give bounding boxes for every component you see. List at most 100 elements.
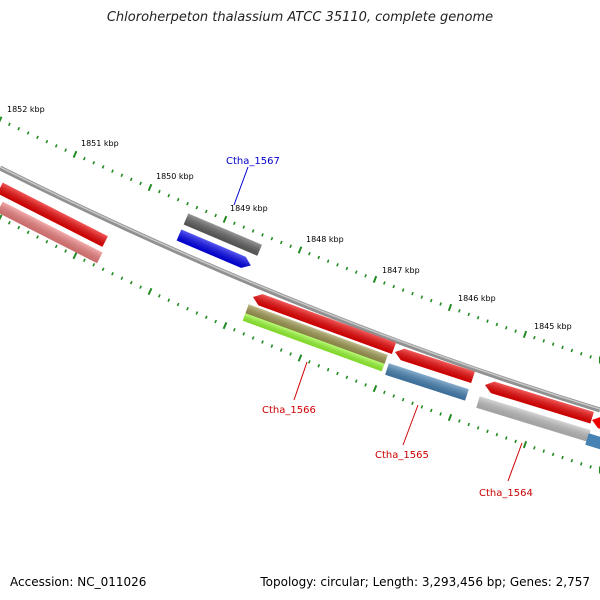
tick-mark	[326, 259, 330, 263]
tick-mark	[214, 319, 217, 324]
tick-mark	[279, 240, 283, 245]
tick-mark	[120, 173, 124, 177]
tick-mark	[26, 230, 30, 235]
feature-ctha-1565[interactable]	[385, 363, 469, 401]
leader-line-ctha-1565	[402, 404, 419, 446]
tick-mark	[129, 177, 133, 182]
tick-mark	[176, 302, 180, 307]
tick-mark	[504, 436, 508, 440]
map-title: Chloroherpeton thalassium ATCC 35110, co…	[106, 10, 494, 25]
feature-ctha-1567[interactable]	[176, 229, 253, 271]
tick-mark	[82, 258, 86, 262]
tick-mark	[157, 294, 161, 298]
tick-mark	[561, 455, 564, 460]
tick-mark	[522, 440, 528, 449]
tick-mark	[439, 302, 442, 306]
tick-mark	[336, 371, 339, 376]
tick-mark	[504, 326, 508, 330]
tick-mark	[289, 244, 292, 248]
tick-mark	[176, 197, 180, 202]
gene-label-ctha-1567[interactable]: Ctha_1567	[226, 156, 280, 167]
tick-mark	[486, 429, 489, 434]
inner-tick-ring	[0, 214, 600, 474]
tick-mark	[533, 335, 536, 340]
tick-mark	[447, 413, 453, 422]
tick-mark	[495, 322, 499, 327]
tick-mark	[514, 329, 517, 333]
tick-mark	[542, 339, 546, 343]
tick-mark	[411, 291, 414, 296]
leader-line-ctha-1566	[293, 361, 308, 401]
feature-cds-7[interactable]	[585, 433, 600, 454]
tick-mark	[214, 213, 217, 218]
tick-mark	[383, 281, 386, 285]
tick-mark	[429, 298, 433, 303]
tick-mark	[186, 201, 189, 206]
tick-mark	[147, 287, 153, 296]
tick-mark	[279, 348, 283, 352]
tick-mark	[458, 419, 461, 423]
kbp-label: 1846 kbp	[458, 294, 496, 303]
feature-cds-1[interactable]	[0, 182, 108, 247]
tick-mark	[372, 385, 378, 393]
tick-mark	[36, 135, 39, 140]
tick-mark	[242, 332, 246, 336]
tick-mark	[0, 116, 3, 123]
accession-text: Accession: NC_011026	[10, 575, 147, 589]
tick-mark	[579, 351, 583, 356]
tick-mark	[101, 165, 105, 169]
tick-mark	[129, 280, 133, 285]
tick-mark	[72, 252, 78, 260]
tick-mark	[308, 251, 311, 256]
feature-cds-3[interactable]	[251, 291, 397, 354]
tick-mark	[54, 144, 58, 148]
tick-mark	[336, 263, 339, 267]
feature-ctha-1566-olive[interactable]	[245, 304, 388, 365]
tick-mark	[364, 383, 367, 387]
tick-mark	[167, 298, 171, 302]
gene-label-ctha-1564[interactable]: Ctha_1564	[479, 488, 533, 499]
tick-mark	[195, 311, 199, 315]
outer-tick-ring	[0, 116, 600, 364]
leader-line-ctha-1567	[233, 166, 249, 206]
tick-mark	[589, 465, 592, 469]
tick-mark	[476, 315, 480, 320]
leader-line-ctha-1564	[507, 442, 523, 482]
gene-label-ctha-1565[interactable]: Ctha_1565	[375, 450, 429, 461]
feature-ctha-1566[interactable]	[242, 313, 385, 372]
feature-cds-4[interactable]	[393, 346, 475, 384]
tick-mark	[92, 262, 96, 267]
feature-ctha-1564[interactable]	[476, 396, 591, 442]
tick-mark	[420, 295, 424, 299]
tick-mark	[317, 364, 321, 368]
tick-mark	[167, 193, 171, 198]
tick-mark	[64, 148, 68, 152]
tick-mark	[570, 458, 574, 463]
tick-mark	[83, 156, 86, 161]
kbp-label: 1847 kbp	[382, 266, 420, 275]
kbp-label: 1851 kbp	[81, 139, 119, 148]
tick-mark	[26, 131, 30, 135]
kbp-label: 1850 kbp	[156, 172, 194, 181]
tick-mark	[147, 183, 153, 192]
kbp-labels: 1852 kbp 1851 kbp 1850 kbp 1849 kbp 1848…	[7, 105, 572, 331]
tick-mark	[204, 315, 208, 320]
tick-mark	[261, 340, 264, 344]
tick-mark	[242, 225, 246, 229]
tick-mark	[45, 139, 49, 144]
gene-label-ctha-1566[interactable]: Ctha_1566	[262, 405, 316, 416]
feature-cds-2[interactable]	[0, 201, 103, 264]
feature-ctha-1567-gray[interactable]	[183, 213, 262, 256]
tick-mark	[17, 225, 21, 230]
tick-mark	[101, 267, 105, 272]
tick-mark	[0, 214, 3, 221]
tick-mark	[54, 244, 58, 249]
feature-cds-5[interactable]	[483, 379, 594, 424]
tick-mark	[429, 408, 433, 413]
genome-backbone	[0, 165, 600, 413]
tick-mark	[551, 452, 555, 457]
tick-mark	[326, 367, 330, 372]
tick-mark	[542, 449, 546, 453]
tick-mark	[204, 209, 208, 214]
tick-mark	[92, 161, 96, 165]
